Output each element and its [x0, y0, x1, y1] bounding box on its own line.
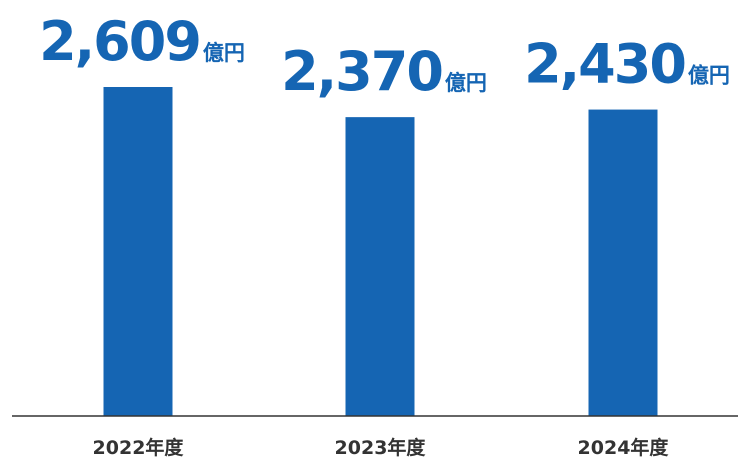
bars-group — [103, 87, 658, 416]
bar-2023年度 — [345, 117, 415, 416]
value-number: 2,609 — [39, 10, 200, 73]
value-unit: 億円 — [445, 71, 487, 95]
value-unit: 億円 — [203, 41, 245, 65]
category-label: 2024年度 — [578, 436, 670, 459]
category-label: 2022年度 — [93, 436, 185, 459]
value-labels-group: 2,609 億円 2,370 億円 2,430 億円 — [39, 10, 730, 103]
value-number: 2,370 — [281, 40, 442, 103]
category-label: 2023年度 — [335, 436, 427, 459]
value-label: 2,430 億円 — [524, 33, 730, 96]
value-number: 2,430 — [524, 33, 685, 96]
value-unit: 億円 — [688, 64, 730, 88]
bar-2024年度 — [588, 109, 658, 416]
value-label: 2,609 億円 — [39, 10, 245, 73]
bar-2022年度 — [103, 87, 173, 416]
value-label: 2,370 億円 — [281, 40, 487, 103]
category-labels-group: 2022年度 2023年度 2024年度 — [93, 436, 670, 459]
